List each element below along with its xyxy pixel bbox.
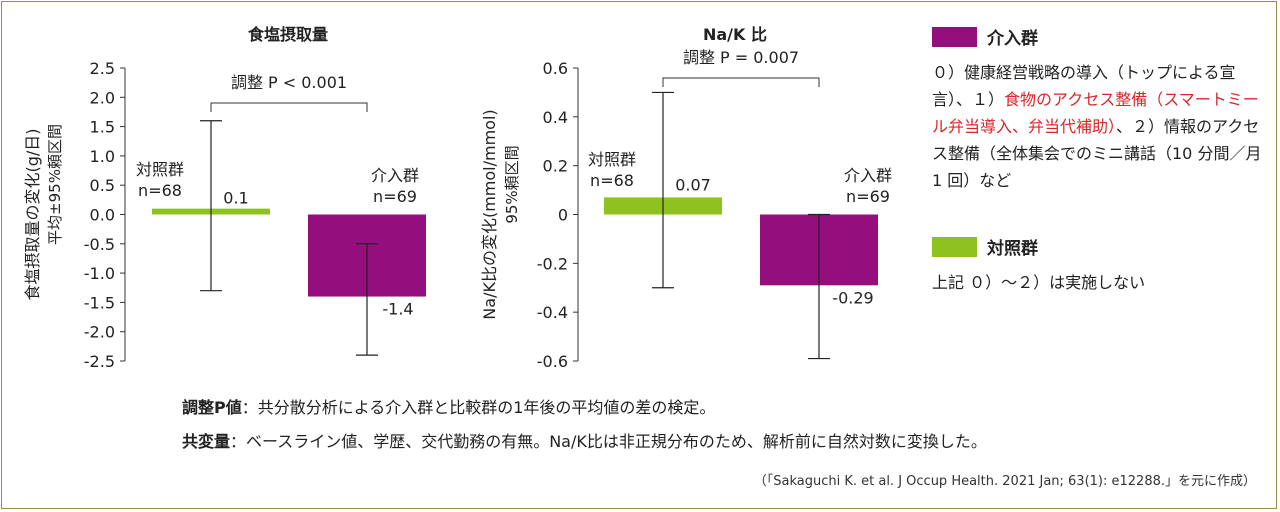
chart1-y-tick-label: 0.0 — [90, 206, 115, 225]
chart2-n-label: n=69 — [846, 187, 890, 206]
chart1-y-axis-label2: 平均±95%頼区間 — [46, 124, 64, 245]
chart1-y-tick-label: 2.0 — [90, 88, 115, 107]
chart2-y-tick-label: -0.6 — [537, 352, 568, 371]
chart1-value-label: 0.1 — [223, 189, 248, 208]
chart2-p-value-label: 調整 P = 0.007 — [683, 48, 799, 67]
control-swatch — [932, 236, 977, 257]
chart2-value-label: -0.29 — [832, 288, 873, 307]
chart1-y-tick-label: 1.5 — [90, 118, 115, 137]
chart1-y-tick-label: 1.0 — [90, 147, 115, 166]
chart1-y-tick-label: -0.5 — [84, 235, 115, 254]
chart1-n-label: n=69 — [373, 187, 417, 206]
chart1-y-tick-label: 0.5 — [90, 176, 115, 195]
legend-control-desc: 上記 ０）～２）は実施しない — [932, 273, 1146, 292]
chart2-y-tick-label: 0.2 — [543, 157, 568, 176]
chart1-value-label: -1.4 — [382, 300, 413, 319]
note1-label: 調整P値 — [182, 398, 242, 417]
chart1-y-tick-label: -1.0 — [84, 264, 115, 283]
chart1-y-tick-label: -2.0 — [84, 323, 115, 342]
chart-area: 食塩摂取量 2.5 2.0 1.5 1.0 0.5 0.0 -0.5 -1.0 -1.5 -2.0 -… — [23, 25, 892, 371]
chart2-y-tick-label: 0.6 — [543, 59, 568, 78]
legend-intervention-label: 介入群 — [987, 29, 1038, 49]
note2-text: ：ベースライン値、学歴、交代勤務の有無。Na/K比は非正規分布のため、解析前に自… — [230, 432, 987, 451]
legend: 介入群 ０）健康経営戦略の導入（トップによる宣言）、１）食物のアクセス整備（スマ… — [932, 24, 1262, 296]
chart2-category-label: 介入群 — [844, 166, 892, 185]
intervention-desc-highlight: 食物のアクセス整備（スマートミール弁当導入、弁当代補助） — [932, 90, 1259, 136]
note1-text: ：共分散分析による介入群と比較群の1年後の平均値の差の検定。 — [241, 398, 716, 417]
chart2-title: Na/K 比 — [703, 25, 767, 44]
chart2-y-tick-label: -0.2 — [537, 254, 568, 273]
chart1-significance-bracket — [210, 102, 368, 112]
chart1-y-tick-label: -2.5 — [84, 352, 115, 371]
legend-intervention-desc: ０）健康経営戦略の導入（トップによる宣言）、１）食物のアクセス整備（スマートミー… — [932, 59, 1262, 194]
chart2-category-label: 対照群 — [588, 150, 636, 169]
intervention-desc-part1: ０）健康経営戦略の導入（トップによる宣言）、１） — [932, 63, 1236, 109]
chart2-y-axis-label2: 95%頼区間 — [503, 145, 521, 223]
chart1-title: 食塩摂取量 — [247, 25, 328, 44]
source-citation: （「Sakaguchi K. et al. J Occup Health. 20… — [753, 474, 1256, 489]
legend-intervention: 介入群 — [932, 24, 1262, 49]
chart2-y-tick-label: -0.4 — [537, 303, 568, 322]
chart2-y-tick-label: 0.4 — [543, 108, 568, 127]
chart1-n-label: n=68 — [138, 181, 182, 200]
note-adjusted-p: 調整P値：共分散分析による介入群と比較群の1年後の平均値の差の検定。 — [182, 391, 987, 425]
chart2-y-axis-label: Na/K比の変化(mmol/mmol) — [480, 109, 499, 319]
chart1-p-value-label: 調整 P < 0.001 — [231, 73, 347, 92]
legend-control: 対照群 — [932, 234, 1262, 259]
note2-label: 共変量 — [182, 432, 231, 451]
intervention-desc-part2: 、２）情報のアクセス整備（全体集会でのミニ講話（10 分間／月 1 回）など — [932, 117, 1262, 190]
chart1-y-axis-label: 食塩摂取量の変化(g/日) — [23, 128, 42, 300]
note-covariates: 共変量：ベースライン値、学歴、交代勤務の有無。Na/K比は非正規分布のため、解析… — [182, 425, 987, 459]
chart2-n-label: n=68 — [590, 171, 634, 190]
chart1-category-label: 介入群 — [371, 166, 419, 185]
chart1-y-tick-label: 2.5 — [90, 59, 115, 78]
chart2-y-tick-label: 0 — [558, 206, 568, 225]
chart1-category-label: 対照群 — [136, 160, 184, 179]
intervention-swatch — [932, 26, 977, 47]
legend-control-label: 対照群 — [987, 239, 1038, 259]
chart1-y-tick-label: -1.5 — [84, 293, 115, 312]
notes: 調整P値：共分散分析による介入群と比較群の1年後の平均値の差の検定。 共変量：ベ… — [182, 391, 987, 459]
chart2-value-label: 0.07 — [675, 175, 711, 194]
chart2-significance-bracket — [662, 77, 820, 87]
